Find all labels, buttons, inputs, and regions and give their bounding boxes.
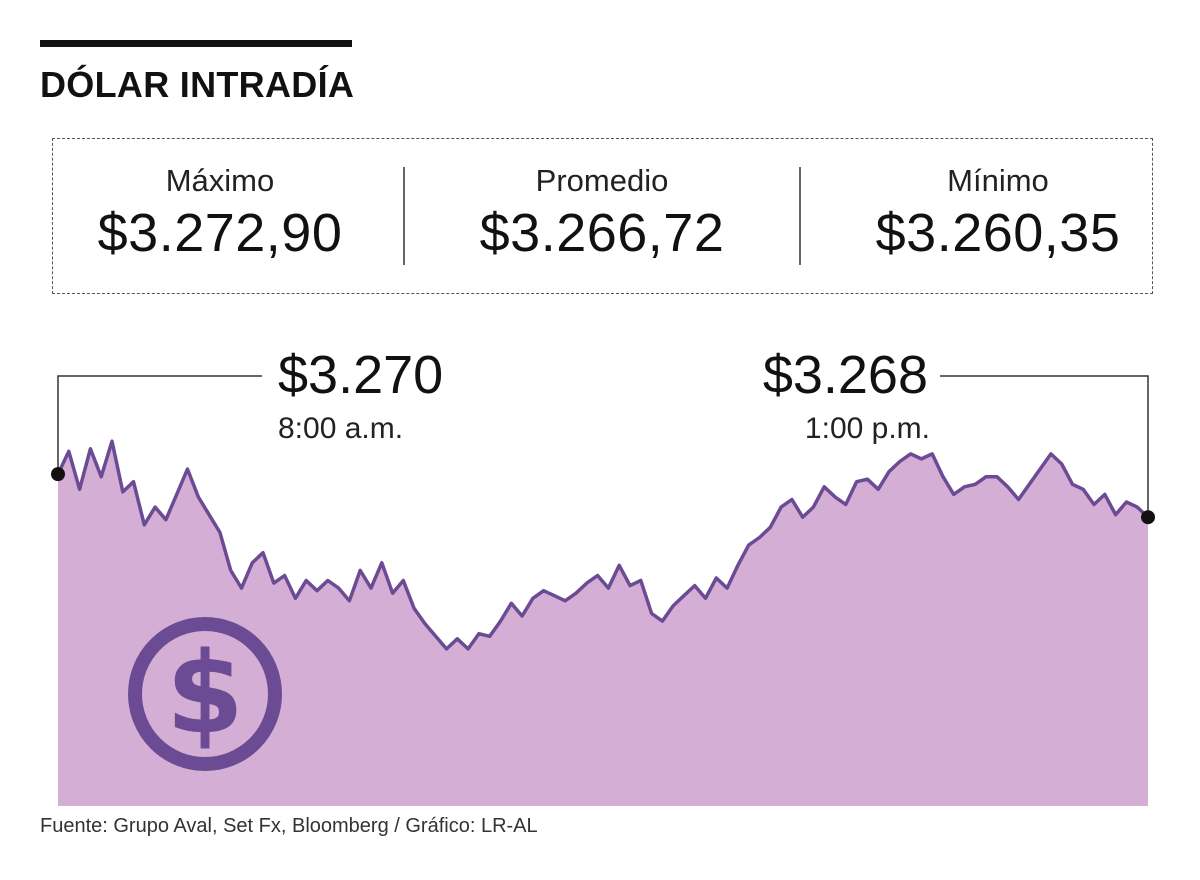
stats-panel: Máximo $3.272,90 Promedio $3.266,72 Míni… xyxy=(52,138,1153,294)
stat-minimum: Mínimo $3.260,35 xyxy=(863,161,1133,265)
start-marker xyxy=(51,467,65,482)
title-rule xyxy=(40,40,352,47)
stat-minimum-value: $3.260,35 xyxy=(875,203,1121,263)
callout-leader-start xyxy=(57,375,262,475)
stat-maximum-label: Máximo xyxy=(165,163,275,198)
stat-minimum-label: Mínimo xyxy=(947,163,1049,198)
stat-divider xyxy=(403,167,405,265)
stat-maximum: Máximo $3.272,90 xyxy=(85,161,355,265)
callout-leader-end xyxy=(940,375,1149,518)
dollar-coin-icon: $ xyxy=(128,617,282,771)
stat-average-value: $3.266,72 xyxy=(479,203,725,263)
stat-divider xyxy=(799,167,801,265)
source-note: Fuente: Grupo Aval, Set Fx, Bloomberg / … xyxy=(40,815,538,837)
stat-average: Promedio $3.266,72 xyxy=(467,161,737,265)
end-marker xyxy=(1141,510,1155,525)
callout-start-value: $3.270 xyxy=(278,345,443,405)
area-fill xyxy=(58,441,1148,806)
callout-end-time: 1:00 p.m. xyxy=(805,412,930,445)
price-line xyxy=(56,439,1150,651)
callout-start-time: 8:00 a.m. xyxy=(278,412,403,445)
stat-maximum-value: $3.272,90 xyxy=(97,203,343,263)
svg-text:$: $ xyxy=(166,629,244,759)
stat-average-label: Promedio xyxy=(535,163,669,198)
intraday-area-chart: $3.270 8:00 a.m. $3.268 1:00 p.m. $ xyxy=(51,345,1155,806)
callout-end-value: $3.268 xyxy=(763,345,928,405)
chart-title: DÓLAR INTRADÍA xyxy=(40,64,355,105)
